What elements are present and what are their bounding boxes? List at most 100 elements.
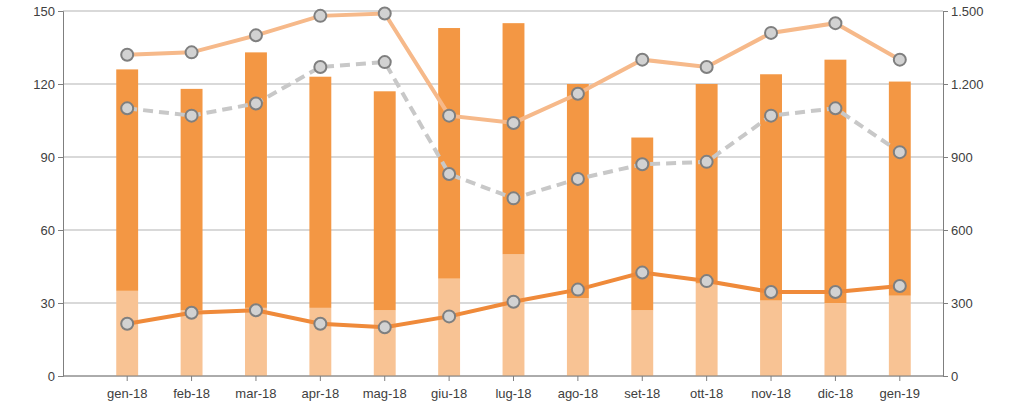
bar [438,28,460,279]
marker [701,275,713,287]
tick-label: 30 [41,296,55,311]
tick: mag-18 [363,376,407,401]
marker [314,10,326,22]
bar [631,138,653,311]
tick-label: 900 [951,150,973,165]
bar [374,91,396,310]
marker [314,318,326,330]
tick-label: mag-18 [363,386,407,401]
tick-label: lug-18 [495,386,531,401]
tick: 1.200 [943,77,984,92]
tick-label: 1.500 [951,4,984,19]
y-axis: 0 30 60 90 120 150 [33,4,63,384]
bar [116,291,138,376]
tick-mark [642,376,643,381]
marker [121,49,133,61]
bar [824,60,846,303]
tick-mark [58,11,63,12]
tick-mark [899,376,900,381]
marker [186,110,198,122]
tick-label: dic-18 [818,386,853,401]
tick-mark [449,376,450,381]
marker [379,321,391,333]
marker [508,117,520,129]
bar [374,310,396,376]
marker [508,192,520,204]
tick-mark [943,303,948,304]
marker [186,307,198,319]
marker [250,304,262,316]
bar [889,82,911,296]
tick-label: mar-18 [235,386,276,401]
bar [567,84,589,298]
marker [894,54,906,66]
line [127,273,900,328]
tick-mark [191,376,192,381]
tick: feb-18 [173,376,210,401]
tick: 90 [41,150,63,165]
marker [701,156,713,168]
tick: 0 [48,369,63,384]
tick-label: 150 [33,4,55,19]
bar [181,310,203,376]
tick-label: set-18 [624,386,660,401]
bar [567,298,589,376]
marker [701,61,713,73]
bar [438,279,460,376]
axis-line [58,12,64,377]
marker [508,296,520,308]
grid-line [63,11,943,12]
tick: 900 [943,150,973,165]
tick: ott-18 [690,376,723,401]
marker [572,284,584,296]
bar [696,284,718,376]
tick-mark [943,84,948,85]
tick-mark [255,376,256,381]
tick-mark [943,11,948,12]
tick-label: 60 [41,223,55,238]
marker [379,56,391,68]
marker [186,46,198,58]
bar [116,69,138,290]
tick: 30 [41,296,63,311]
marker [379,7,391,19]
tick-label: 0 [951,369,958,384]
marker [443,310,455,322]
bar [631,310,653,376]
bar [889,296,911,376]
tick-mark [943,230,948,231]
tick: 60 [41,223,63,238]
marker [443,168,455,180]
tick-mark [835,376,836,381]
tick-label: 600 [951,223,973,238]
marker [829,102,841,114]
marker [765,286,777,298]
tick-mark [58,84,63,85]
bar [503,254,525,376]
bar [245,308,267,376]
marker [250,29,262,41]
tick: 120 [33,77,63,92]
tick: lug-18 [495,376,531,401]
tick-label: 120 [33,77,55,92]
tick-label: feb-18 [173,386,210,401]
marker [250,97,262,109]
tick: apr-18 [302,376,340,401]
tick-label: 1.200 [951,77,984,92]
bar [696,84,718,284]
marker [121,318,133,330]
tick-label: apr-18 [302,386,340,401]
marker [314,61,326,73]
marker [636,158,648,170]
marker [572,173,584,185]
plot-area [116,7,911,376]
tick-label: 0 [48,369,55,384]
tick: giu-18 [431,376,467,401]
y2-axis: 0 300 600 900 1.200 1.500 [943,4,984,384]
marker [636,54,648,66]
marker [829,17,841,29]
bar [309,308,331,376]
tick-label: ago-18 [558,386,598,401]
tick-mark [706,376,707,381]
tick: 300 [943,296,973,311]
